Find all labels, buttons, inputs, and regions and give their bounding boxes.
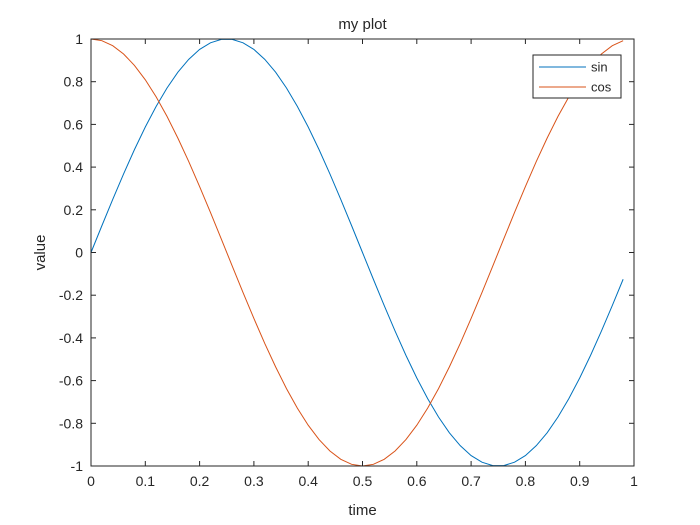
y-tick-label: -1 (71, 458, 84, 474)
series-layer (90, 38, 624, 467)
x-tick-label: 1 (630, 473, 638, 489)
y-tick-label: 0.6 (64, 116, 84, 132)
y-tick-label: 0 (75, 245, 83, 261)
y-tick-label: 0.4 (64, 159, 84, 175)
series-line-cos (90, 38, 624, 467)
series-line-sin (90, 38, 624, 467)
x-tick-label: 0.2 (190, 473, 210, 489)
y-tick-label: -0.2 (59, 287, 83, 303)
x-tick-label: 0.6 (407, 473, 427, 489)
chart-title: my plot (338, 16, 387, 33)
tick-layer: 0 0.1 0.2 0.3 0.4 0.5 0.6 0.7 0.8 0.9 1 1 0.8 0.6 0.4 0… (59, 31, 638, 489)
x-tick-label: 0.8 (516, 473, 536, 489)
x-tick-label: 0.1 (136, 473, 156, 489)
y-tick-label: 0.8 (64, 74, 84, 90)
x-tick-label: 0.4 (298, 473, 318, 489)
y-tick-label: 0.2 (64, 202, 84, 218)
legend-label-cos: cos (591, 80, 612, 95)
y-tick-label: -0.4 (59, 330, 83, 346)
y-tick-label: -0.8 (59, 415, 83, 431)
y-axis-label: value (32, 235, 49, 271)
x-tick-label: 0.3 (244, 473, 264, 489)
legend-box (532, 54, 622, 99)
x-tick-label: 0 (87, 473, 95, 489)
x-axis-label: time (348, 502, 376, 519)
legend: sin cos (532, 54, 622, 99)
x-tick-label: 0.5 (353, 473, 373, 489)
legend-label-sin: sin (591, 60, 608, 75)
x-tick-label: 0.9 (570, 473, 590, 489)
x-tick-label: 0.7 (461, 473, 481, 489)
y-tick-label: 1 (75, 31, 83, 47)
y-tick-label: -0.6 (59, 373, 83, 389)
